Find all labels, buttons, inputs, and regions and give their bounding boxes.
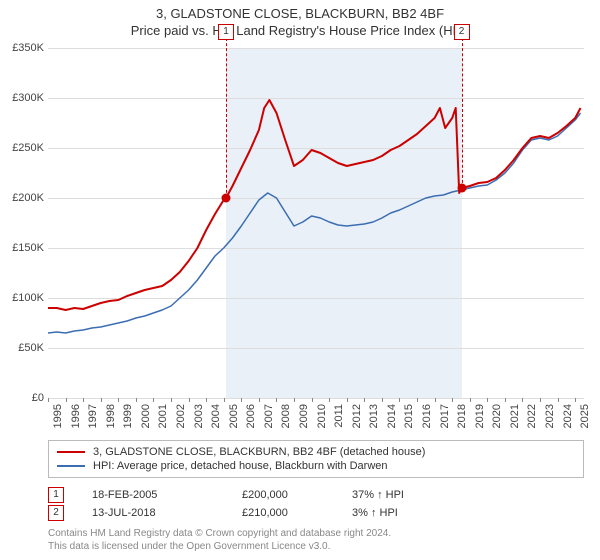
x-tick-label: 2020 — [491, 404, 503, 436]
x-tick-label: 2023 — [544, 404, 556, 436]
y-tick-label: £200K — [2, 192, 44, 204]
y-tick-label: £50K — [2, 342, 44, 354]
x-tick-label: 2001 — [157, 404, 169, 436]
sale-date: 18-FEB-2005 — [92, 489, 242, 501]
sales-table: 1 18-FEB-2005£200,00037% ↑ HPI 2 13-JUL-201… — [48, 486, 584, 522]
legend-row: 3, GLADSTONE CLOSE, BLACKBURN, BB2 4BF (… — [57, 446, 575, 458]
x-tick-label: 1995 — [52, 404, 64, 436]
sale-label-1: 1 — [218, 24, 234, 40]
sale-price: £210,000 — [242, 507, 352, 519]
chart-container: { "title": "3, GLADSTONE CLOSE, BLACKBUR… — [0, 0, 600, 560]
x-tick-label: 2022 — [526, 404, 538, 436]
x-tick-label: 1999 — [122, 404, 134, 436]
x-tick-label: 2014 — [386, 404, 398, 436]
x-tick-label: 2021 — [509, 404, 521, 436]
sale-vs-hpi: 37% ↑ HPI — [352, 489, 472, 501]
x-tick-label: 1997 — [87, 404, 99, 436]
sale-index-box: 1 — [48, 487, 64, 503]
y-tick-label: £300K — [2, 92, 44, 104]
chart-title: 3, GLADSTONE CLOSE, BLACKBURN, BB2 4BF — [0, 0, 600, 21]
sale-vs-hpi: 3% ↑ HPI — [352, 507, 472, 519]
x-tick-label: 2016 — [421, 404, 433, 436]
x-tick-label: 2011 — [333, 404, 345, 436]
footnote-line: This data is licensed under the Open Gov… — [48, 541, 584, 554]
legend-row: HPI: Average price, detached house, Blac… — [57, 460, 575, 472]
sales-row: 1 18-FEB-2005£200,00037% ↑ HPI — [48, 486, 584, 504]
series-hpi — [48, 113, 581, 333]
y-tick-label: £100K — [2, 292, 44, 304]
series-property-post — [462, 108, 581, 188]
sale-date: 13-JUL-2018 — [92, 507, 242, 519]
x-tick-label: 2017 — [439, 404, 451, 436]
legend-swatch — [57, 451, 85, 453]
x-tick-label: 2008 — [280, 404, 292, 436]
x-tick-label: 2002 — [175, 404, 187, 436]
x-tick-label: 2000 — [140, 404, 152, 436]
x-tick-label: 2004 — [210, 404, 222, 436]
x-tick-label: 2009 — [298, 404, 310, 436]
x-tick-label: 2013 — [368, 404, 380, 436]
x-tick-label: 2019 — [474, 404, 486, 436]
x-tick-label: 2007 — [263, 404, 275, 436]
sale-price: £200,000 — [242, 489, 352, 501]
chart-subtitle: Price paid vs. HM Land Registry's House … — [0, 21, 600, 38]
legend: 3, GLADSTONE CLOSE, BLACKBURN, BB2 4BF (… — [48, 440, 584, 478]
y-tick-label: £150K — [2, 242, 44, 254]
legend-swatch — [57, 465, 85, 467]
footnote-line: Contains HM Land Registry data © Crown c… — [48, 528, 584, 541]
sales-row: 2 13-JUL-2018£210,0003% ↑ HPI — [48, 504, 584, 522]
x-tick-label: 2005 — [228, 404, 240, 436]
x-tick-label: 2025 — [579, 404, 591, 436]
x-tick-label: 2015 — [403, 404, 415, 436]
x-tick-label: 2024 — [562, 404, 574, 436]
y-tick-label: £0 — [2, 392, 44, 404]
y-tick-label: £250K — [2, 142, 44, 154]
sale-label-2: 2 — [454, 24, 470, 40]
legend-label: 3, GLADSTONE CLOSE, BLACKBURN, BB2 4BF (… — [93, 446, 425, 458]
x-tick-label: 1996 — [70, 404, 82, 436]
y-tick-label: £350K — [2, 42, 44, 54]
line-chart-svg — [48, 48, 584, 398]
x-tick-label: 1998 — [105, 404, 117, 436]
x-tick-label: 2003 — [193, 404, 205, 436]
footnote: Contains HM Land Registry data © Crown c… — [48, 528, 584, 553]
plot-area: £0£50K£100K£150K£200K£250K£300K£350K 199… — [48, 48, 584, 398]
sale-point-1 — [222, 194, 231, 203]
sale-point-2 — [457, 184, 466, 193]
x-tick-label: 2012 — [351, 404, 363, 436]
x-tick-label: 2006 — [245, 404, 257, 436]
legend-label: HPI: Average price, detached house, Blac… — [93, 460, 388, 472]
sale-index-box: 2 — [48, 505, 64, 521]
x-tick-label: 2010 — [316, 404, 328, 436]
x-tick-label: 2018 — [456, 404, 468, 436]
